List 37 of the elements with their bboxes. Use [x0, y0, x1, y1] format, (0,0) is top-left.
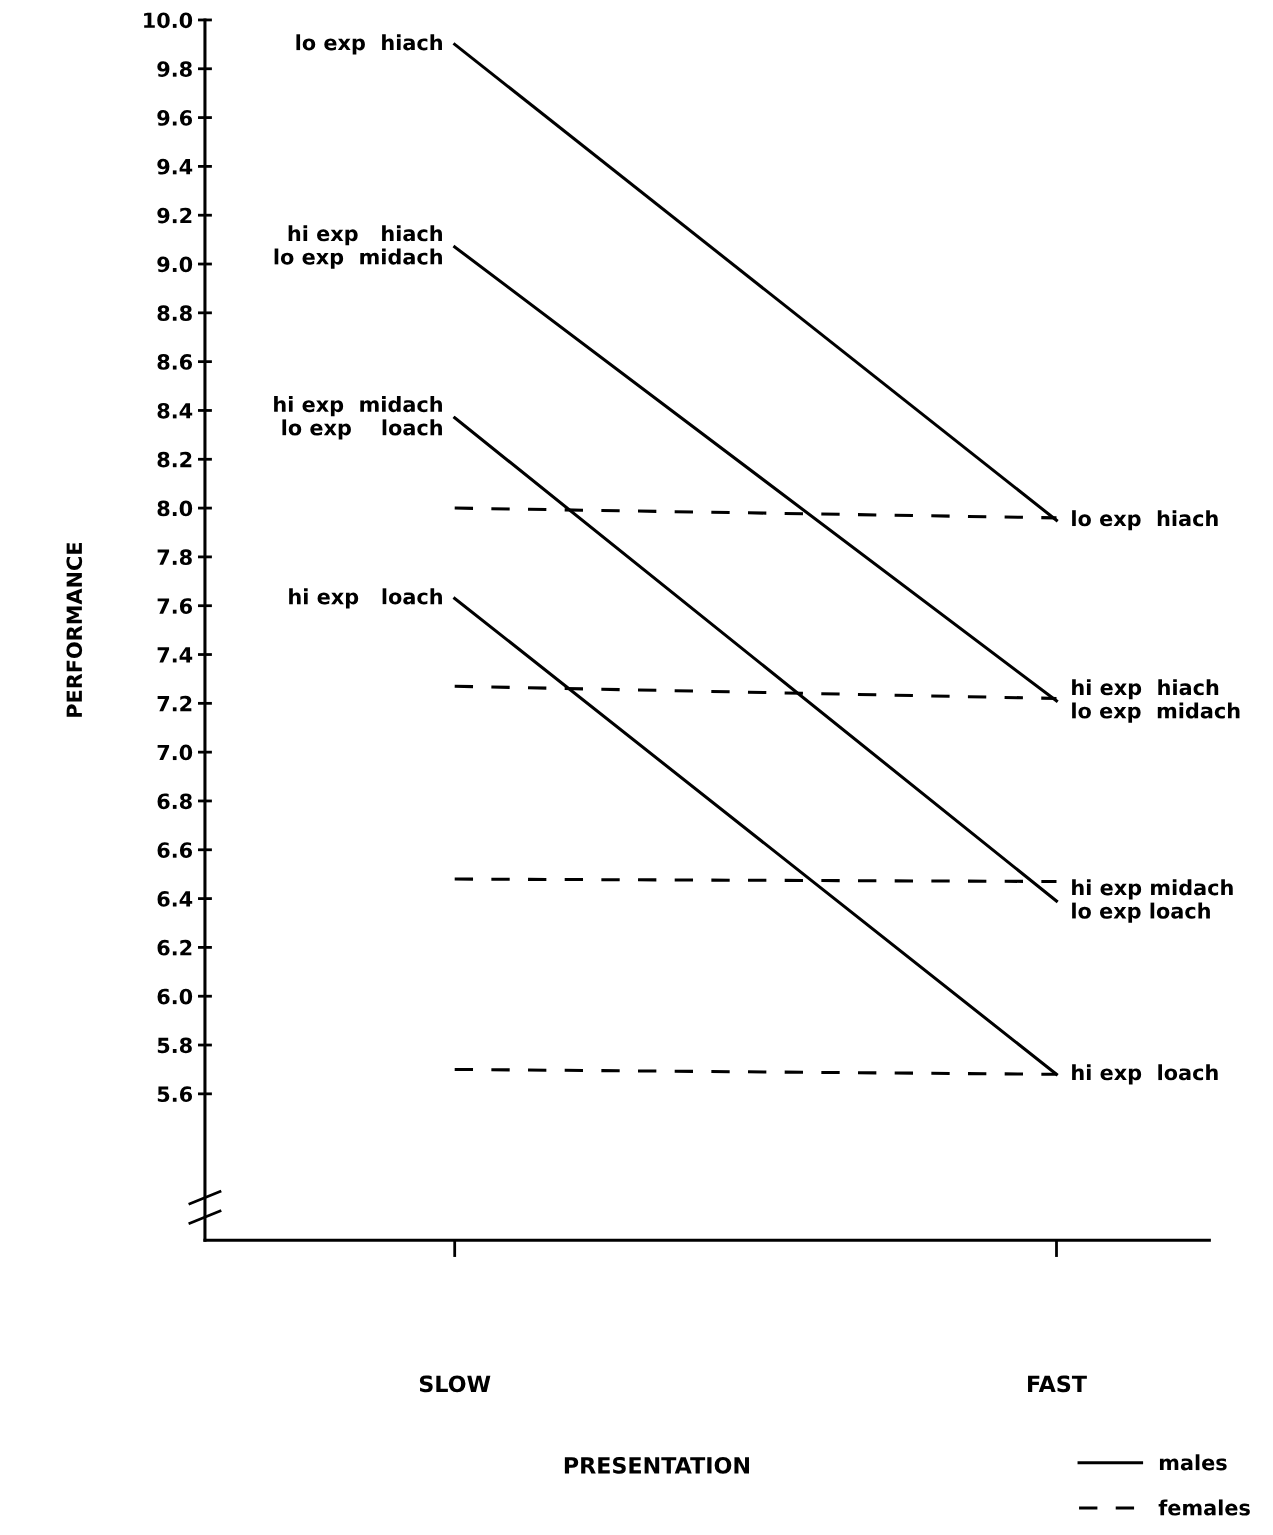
y-tick-label: 6.2 — [157, 939, 192, 956]
y-tick-label: 7.8 — [157, 549, 192, 566]
legend-label: males — [1159, 1454, 1227, 1471]
annotation: hi exp midach lo exp loach — [274, 396, 442, 440]
legend-label: females — [1158, 1499, 1250, 1516]
y-tick-label: 8.4 — [157, 402, 193, 419]
y-tick-label: 6.0 — [157, 988, 193, 1005]
y-tick-label: 9.0 — [157, 256, 193, 273]
y-tick-label: 9.6 — [157, 110, 193, 126]
y-tick-label: 5.8 — [157, 1037, 192, 1054]
y-tick-label: 8.2 — [157, 451, 192, 468]
y-tick-label: 8.0 — [157, 500, 193, 517]
y-tick-label: 7.0 — [157, 744, 193, 761]
y-tick-label: 7.4 — [157, 647, 193, 663]
text: PRESENTATION — [564, 1456, 749, 1474]
y-axis-title: PERFORMANCE — [66, 542, 83, 717]
y-tick-label: 8.6 — [157, 354, 193, 370]
y-tick-label: 5.6 — [157, 1086, 193, 1103]
y-tick-label: 9.2 — [157, 207, 192, 224]
y-tick-label: 9.8 — [157, 61, 192, 77]
x-tick-label: FAST — [1028, 1375, 1087, 1393]
y-tick-label: 10.0 — [144, 12, 193, 29]
x-tick-label: SLOW — [419, 1375, 491, 1393]
y-tick-label: 9.4 — [157, 158, 193, 175]
y-tick-label: 7.6 — [157, 598, 193, 614]
annotation: hi exp loach — [289, 588, 442, 609]
y-tick-label: 8.8 — [157, 305, 192, 322]
annotation: hi exp midach lo exp loach — [1072, 879, 1233, 923]
annotation: hi exp hiach lo exp midach — [1072, 679, 1240, 723]
annotation: hi exp hiach lo exp midach — [274, 225, 442, 269]
annotation: lo exp hiach — [1072, 510, 1218, 531]
y-tick-label: 6.6 — [157, 842, 193, 858]
y-tick-label: 6.8 — [157, 793, 192, 810]
annotation: hi exp loach — [1072, 1064, 1218, 1085]
y-tick-label: 6.4 — [157, 891, 193, 907]
annotation: lo exp hiach — [296, 34, 442, 55]
y-tick-label: 7.2 — [157, 695, 192, 712]
